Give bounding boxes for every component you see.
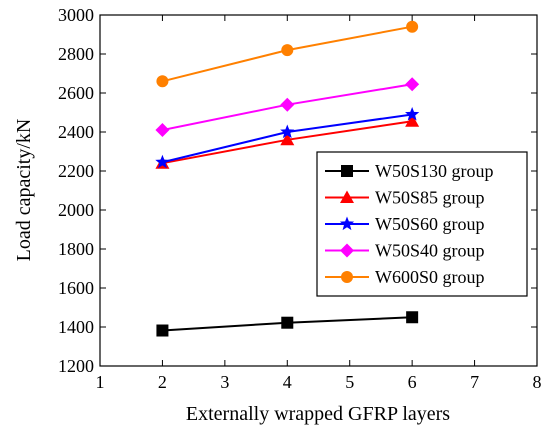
y-tick-label: 2200 — [58, 161, 94, 181]
data-point — [281, 44, 294, 57]
x-axis-title: Externally wrapped GFRP layers — [186, 403, 450, 425]
y-tick-label: 2600 — [58, 83, 94, 103]
x-tick-label: 6 — [408, 372, 417, 392]
x-tick-label: 1 — [96, 372, 105, 392]
data-point — [156, 75, 169, 88]
y-tick-label: 1600 — [58, 278, 94, 298]
series-layer — [155, 20, 420, 337]
data-point — [405, 77, 420, 92]
y-tick-label: 1800 — [58, 239, 94, 259]
data-point — [280, 97, 295, 112]
y-tick-label: 2000 — [58, 200, 94, 220]
legend-item: W50S60 group — [325, 214, 485, 234]
series-4 — [156, 20, 419, 88]
x-tick-label: 5 — [345, 372, 354, 392]
y-tick-label: 3000 — [58, 5, 94, 25]
series-0 — [156, 311, 419, 337]
data-point — [280, 124, 295, 139]
y-axis-title: Load capacity/kN — [13, 119, 35, 262]
x-tick-label: 7 — [470, 372, 479, 392]
data-point — [155, 154, 170, 169]
y-tick-label: 2400 — [58, 122, 94, 142]
legend-label: W50S130 group — [375, 161, 494, 181]
plot-frame — [99, 14, 538, 367]
series-3 — [155, 77, 420, 138]
legend-item: W50S40 group — [325, 241, 485, 261]
legend-label: W600S0 group — [375, 267, 485, 287]
legend-marker — [339, 216, 355, 231]
legend-item: W50S85 group — [325, 188, 485, 208]
legend: W50S130 group W50S85 group W50S60 group W50… — [316, 151, 528, 297]
data-point — [280, 132, 295, 146]
legend-marker — [340, 190, 354, 203]
data-point — [406, 311, 419, 324]
data-point — [405, 106, 420, 121]
data-point — [406, 20, 419, 33]
data-point — [405, 114, 420, 127]
y-tick-label: 1400 — [58, 317, 94, 337]
data-point — [155, 123, 170, 138]
x-tick-label: 4 — [283, 372, 292, 392]
legend-item: W50S130 group — [325, 161, 494, 181]
legend-label: W50S85 group — [375, 188, 485, 208]
legend-marker — [341, 271, 353, 283]
x-tick-label: 3 — [220, 372, 229, 392]
x-tick-label: 8 — [533, 372, 542, 392]
y-tick-label: 2800 — [58, 44, 94, 64]
legend-item: W600S0 group — [325, 267, 485, 287]
axes: 1 2 3 4 5 6 7 8 1200 1400 1600 1800 2000 2200 2400 2600… — [58, 5, 542, 392]
x-tick-label: 2 — [158, 372, 167, 392]
data-point — [281, 316, 294, 329]
data-point — [156, 324, 169, 337]
legend-label: W50S60 group — [375, 214, 485, 234]
y-tick-label: 1200 — [58, 356, 94, 376]
legend-marker — [341, 165, 353, 177]
legend-label: W50S40 group — [375, 241, 485, 261]
series-2 — [155, 106, 420, 169]
legend-marker — [340, 243, 354, 258]
